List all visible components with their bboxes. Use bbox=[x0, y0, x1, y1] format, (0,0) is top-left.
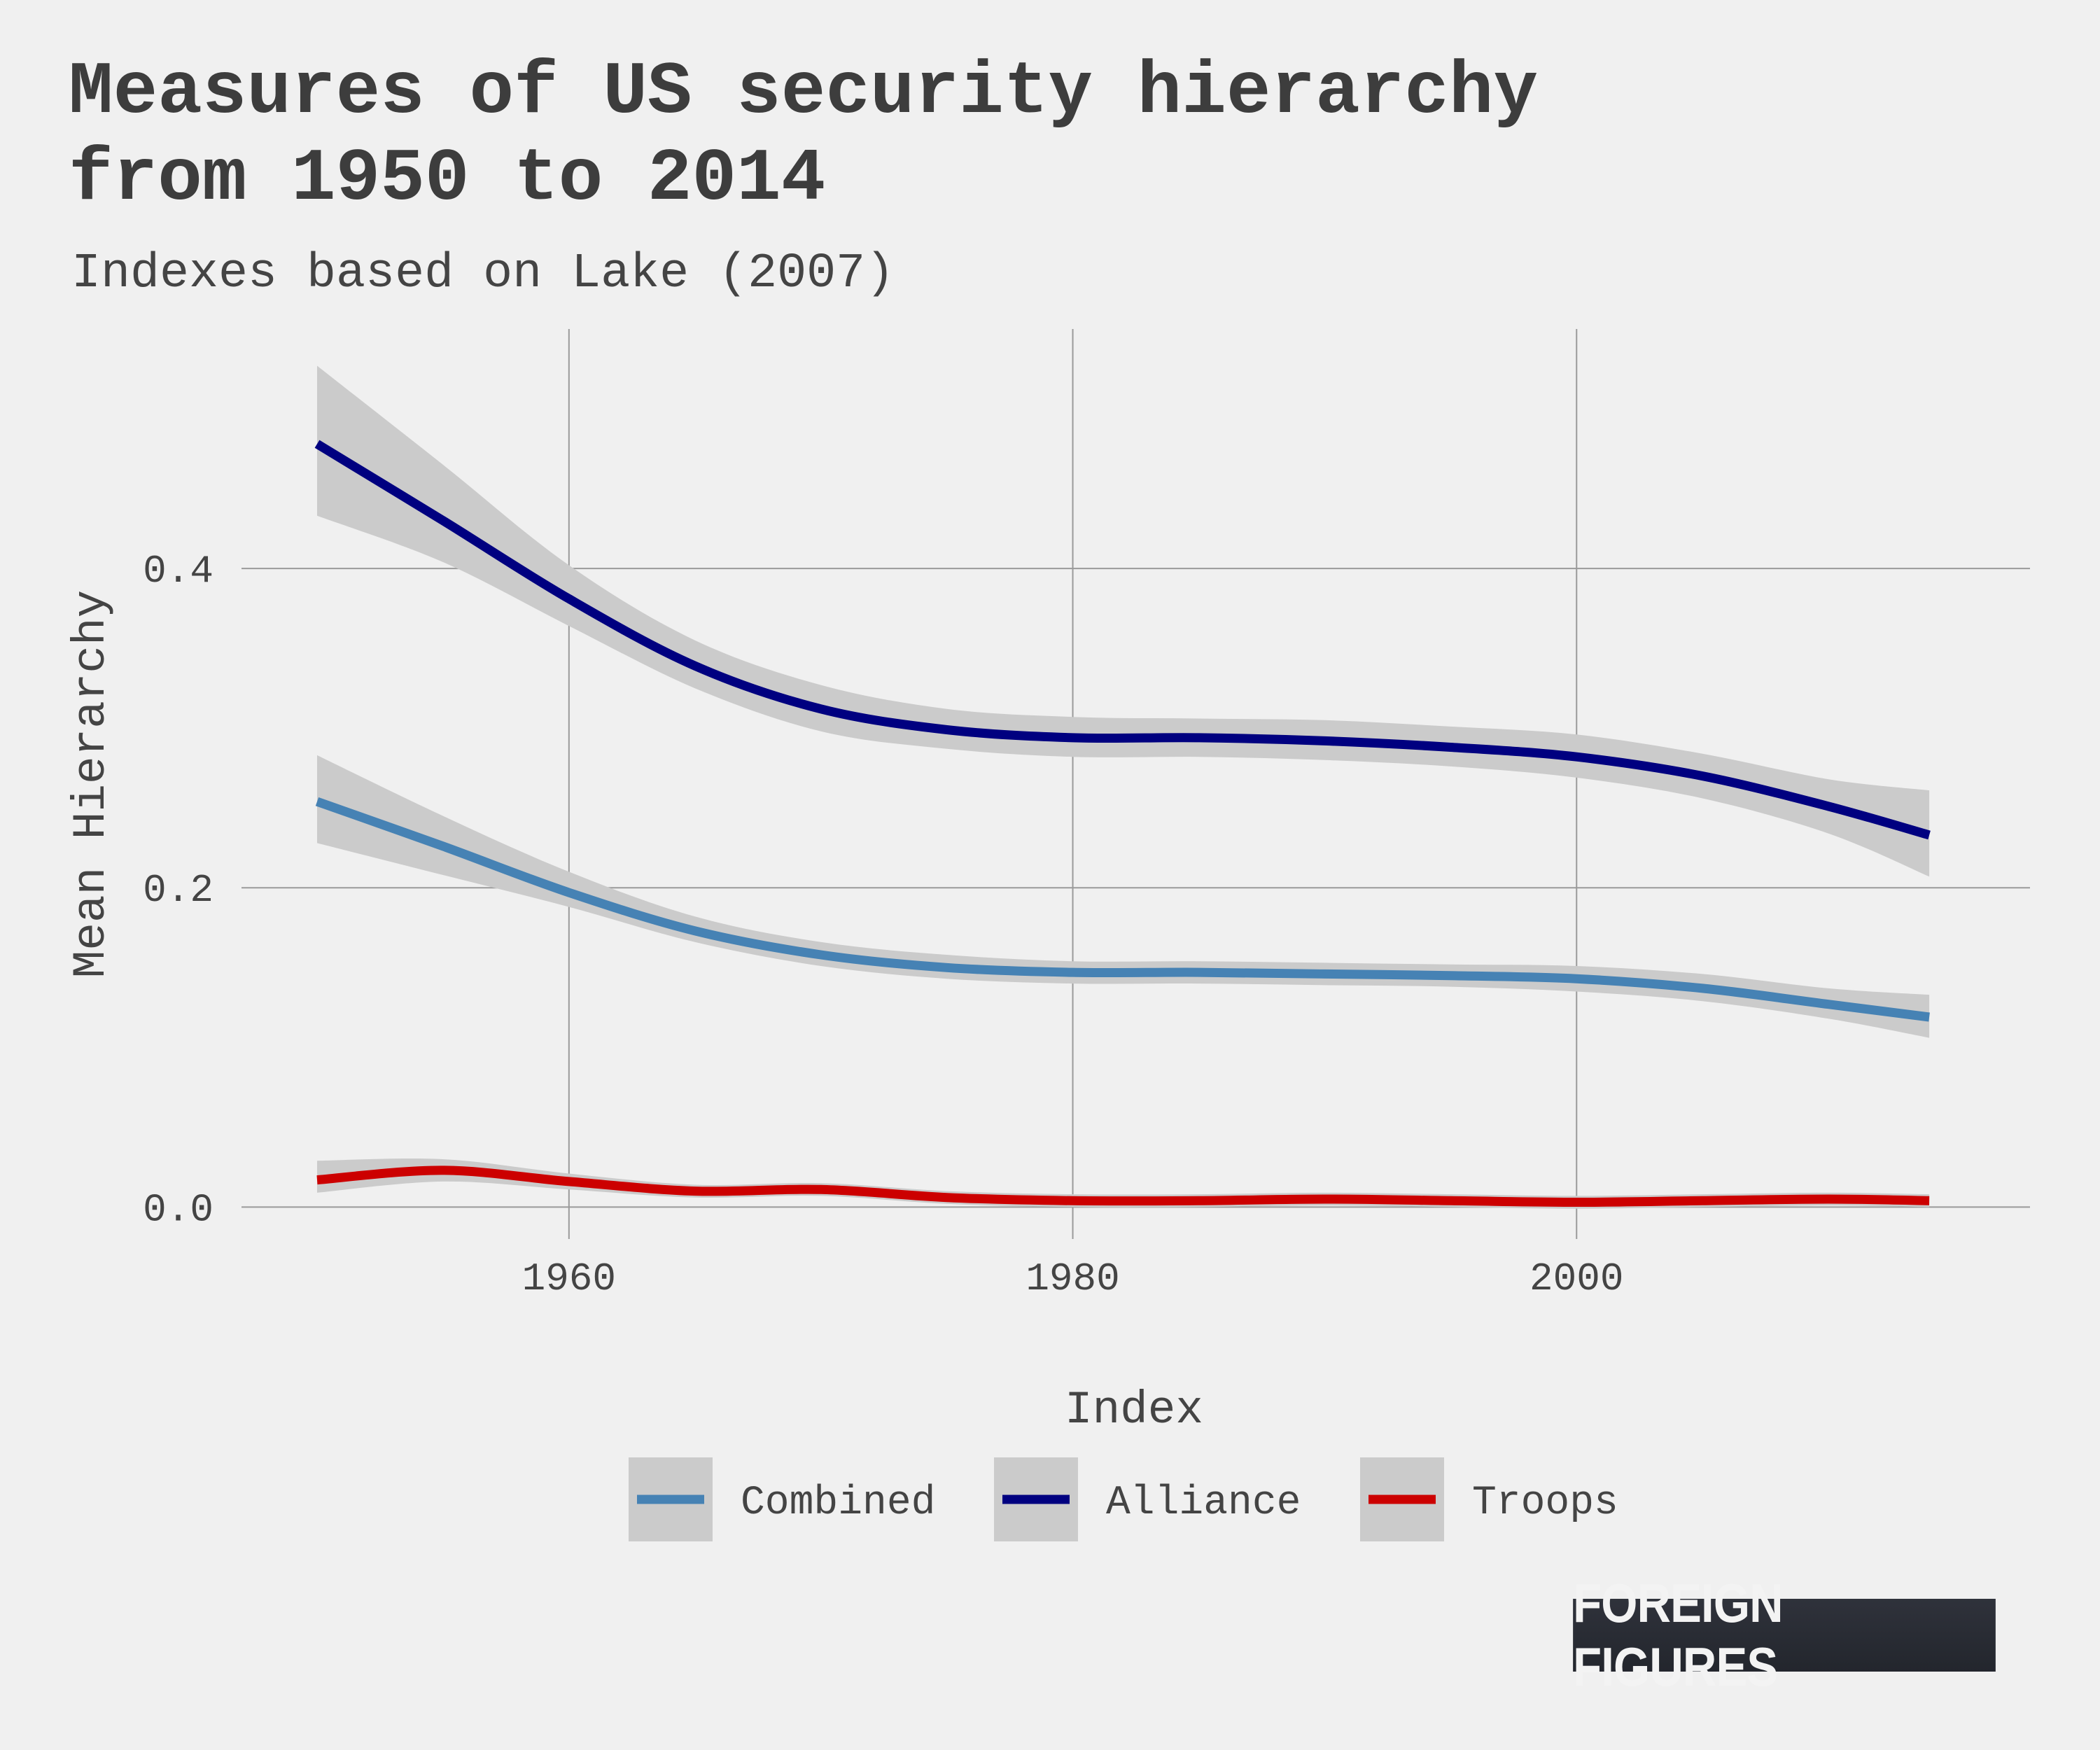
series-line-alliance bbox=[314, 440, 1931, 840]
axis-labels: 1960 1980 2000 0.0 0.2 0.4 Mean Hierarchy bbox=[65, 549, 1623, 1301]
legend-title: Index bbox=[1065, 1384, 1203, 1436]
x-tick-label: 1980 bbox=[1026, 1256, 1119, 1301]
confidence-band-alliance bbox=[317, 365, 1930, 877]
foreign-figures-logo: FOREIGN FIGURES bbox=[1573, 1572, 1996, 1698]
legend-label-troops: Troops bbox=[1472, 1480, 1618, 1526]
chart-title: Measures of US security hierarchy from 1… bbox=[69, 49, 1959, 223]
legend-label-alliance: Alliance bbox=[1106, 1480, 1301, 1526]
x-tick-label: 2000 bbox=[1530, 1256, 1623, 1301]
x-tick-label: 1960 bbox=[522, 1256, 616, 1301]
confidence-band-troops bbox=[317, 1158, 1930, 1209]
confidence-band-combined bbox=[317, 755, 1930, 1038]
chart-subtitle: Indexes based on Lake (2007) bbox=[71, 246, 895, 302]
chart-title-line-1: Measures of US security hierarchy bbox=[69, 50, 1539, 134]
confidence-bands bbox=[317, 365, 1930, 1209]
y-tick-label: 0.2 bbox=[143, 868, 214, 913]
series-line-combined bbox=[315, 797, 1930, 1022]
y-tick-label: 0.4 bbox=[143, 549, 214, 594]
series-line-troops bbox=[316, 1166, 1930, 1207]
chart-title-line-2: from 1950 to 2014 bbox=[69, 137, 826, 221]
y-axis-title: Mean Hierarchy bbox=[65, 590, 118, 979]
legend: Index Combined Alliance Troops bbox=[629, 1384, 1618, 1541]
legend-label-combined: Combined bbox=[741, 1480, 935, 1526]
y-tick-label: 0.0 bbox=[143, 1187, 214, 1232]
series-lines bbox=[314, 440, 1931, 1207]
